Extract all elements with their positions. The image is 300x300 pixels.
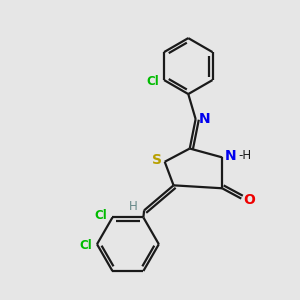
Text: O: O <box>244 193 256 207</box>
Text: S: S <box>152 153 162 167</box>
Text: N: N <box>225 149 237 163</box>
Text: H: H <box>129 200 138 213</box>
Text: -H: -H <box>238 149 251 162</box>
Text: Cl: Cl <box>146 75 159 88</box>
Text: Cl: Cl <box>94 209 107 223</box>
Text: N: N <box>199 112 211 126</box>
Text: Cl: Cl <box>79 239 92 252</box>
